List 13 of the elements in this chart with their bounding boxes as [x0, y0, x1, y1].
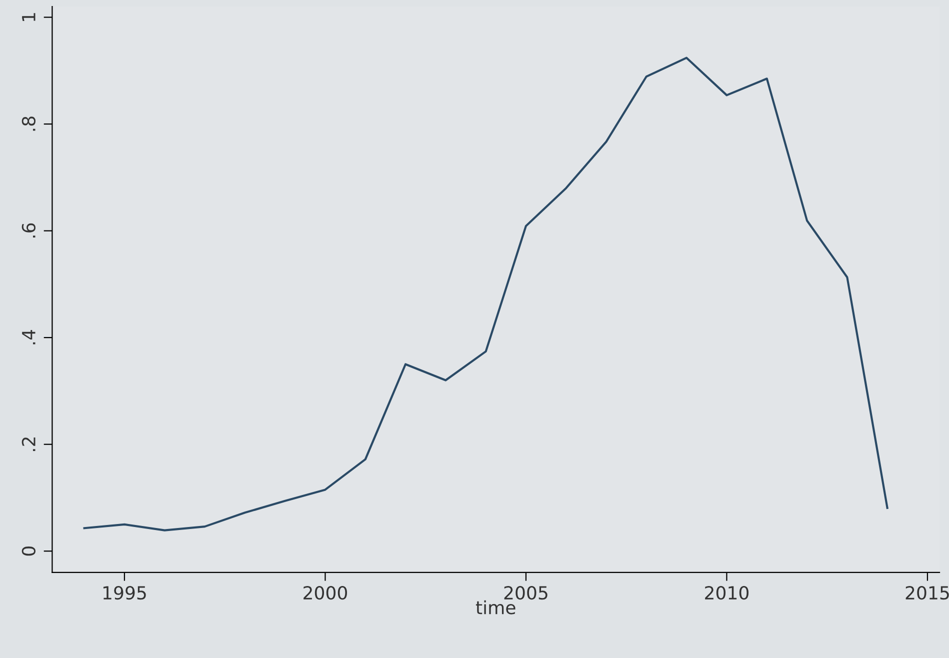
y-tick-label: .8 — [22, 116, 36, 131]
x-tick-label: 2005 — [504, 586, 548, 600]
line-series — [83, 56, 888, 532]
x-tick-label: 2000 — [304, 586, 347, 600]
y-tick-label: .2 — [22, 438, 36, 452]
x-tick-label: 2015 — [906, 586, 949, 600]
y-tick-label: 0 — [22, 546, 36, 556]
y-tick-label: .6 — [22, 223, 36, 238]
y-tick-label: 1 — [22, 13, 36, 22]
y-tick-label: .4 — [22, 330, 36, 344]
x-axis-title: time — [476, 600, 516, 614]
x-tick-label: 1995 — [103, 586, 146, 600]
x-tick-label: 2010 — [705, 586, 748, 600]
